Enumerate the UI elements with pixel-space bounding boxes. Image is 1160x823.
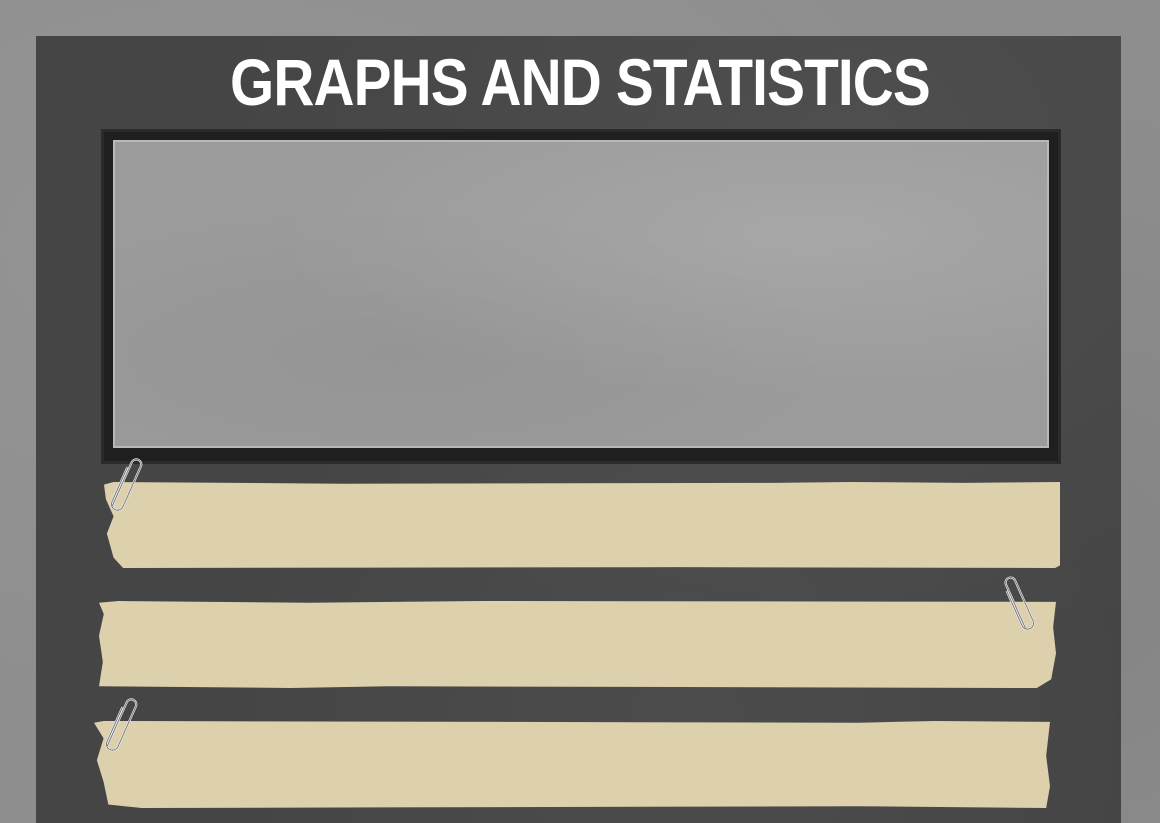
paperclip-icon	[103, 449, 150, 521]
paperclip-icon	[98, 689, 145, 761]
note-strip-3	[94, 721, 1050, 808]
note-strip-1	[104, 482, 1060, 568]
paperclip-icon	[996, 568, 1043, 640]
note-strip-2	[99, 601, 1056, 688]
graph-placeholder-area	[113, 140, 1049, 448]
graph-frame	[101, 129, 1061, 464]
page-title: GRAPHS AND STATISTICS	[230, 45, 931, 119]
